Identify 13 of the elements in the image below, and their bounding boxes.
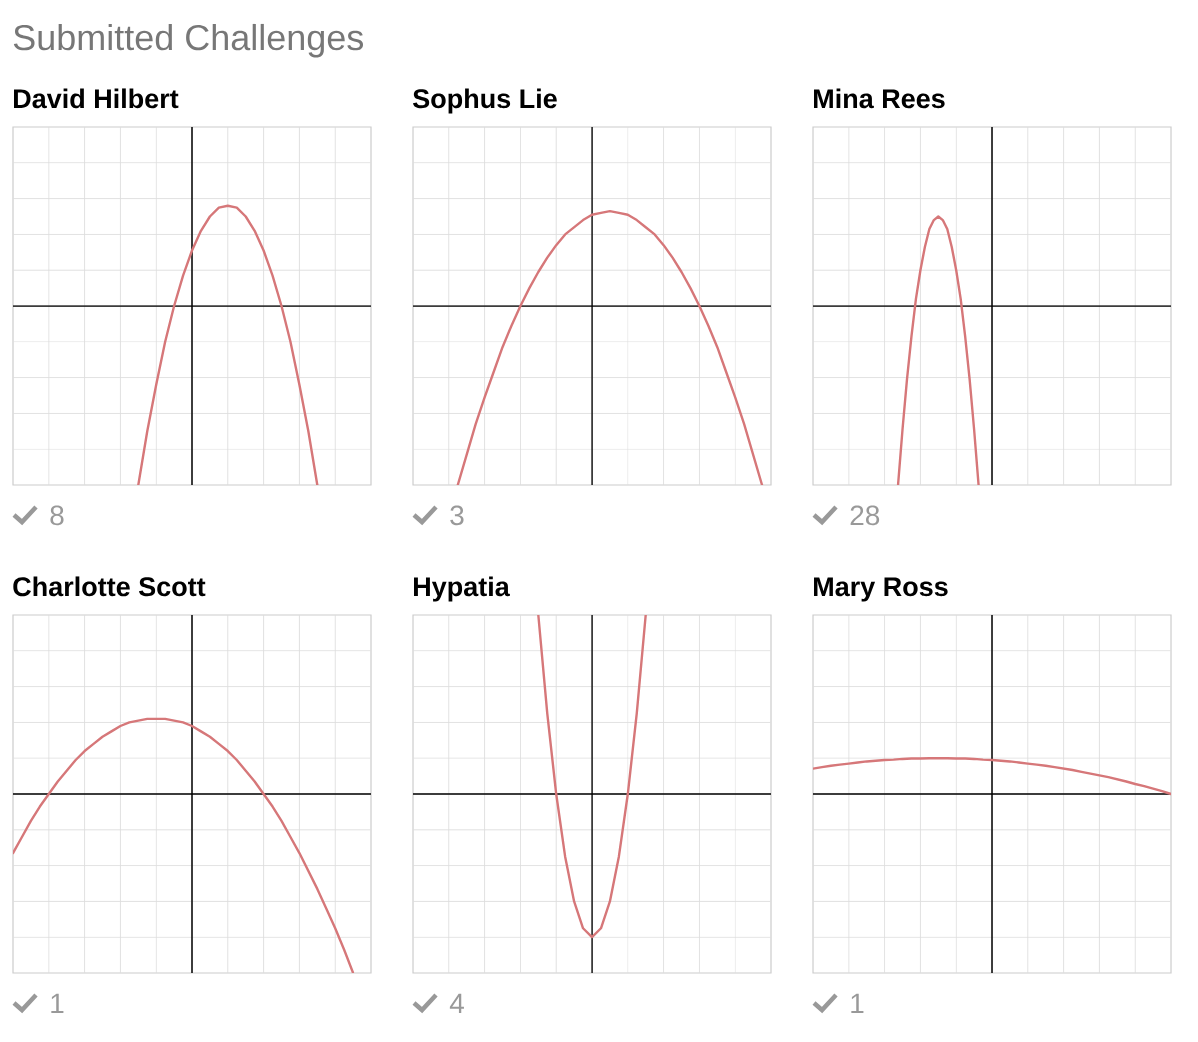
text: 8 (50, 505, 64, 526)
chart-title: Mary Ross (814, 577, 948, 602)
text: Submitted Challenges (13, 23, 364, 58)
chart-title: Sophus Lie (412, 88, 557, 114)
text: 4 (449, 993, 464, 1014)
chart-title: Hypatia (414, 576, 510, 602)
chart-title: Charlotte Scott (13, 576, 206, 597)
text: 1 (51, 993, 64, 1014)
chart-title: David Hilbert (14, 88, 179, 109)
text: 1 (851, 993, 864, 1014)
text: 3 (450, 505, 464, 526)
chart-title: Mina Rees (814, 88, 945, 109)
text: 28 (850, 505, 880, 526)
